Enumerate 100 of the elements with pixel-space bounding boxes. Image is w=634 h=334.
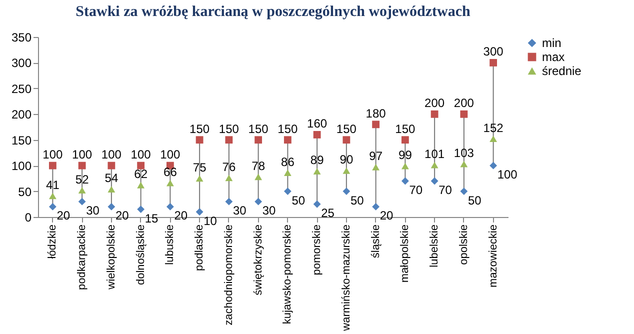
- data-label: 20: [115, 208, 130, 223]
- x-tick-label: śląskie: [370, 224, 382, 258]
- point: [284, 136, 292, 144]
- data-label: 150: [395, 122, 416, 136]
- point: [342, 168, 350, 174]
- point: [254, 136, 262, 144]
- data-label: 90: [340, 152, 354, 167]
- data-label: 152: [483, 120, 504, 135]
- data-label: 150: [218, 122, 240, 136]
- legend-label: średnie: [542, 64, 582, 78]
- data-label: 62: [134, 167, 148, 182]
- data-label: 15: [144, 211, 158, 226]
- point: [78, 187, 86, 194]
- point: [48, 192, 56, 200]
- x-tick-label: dolnośląskie: [134, 224, 147, 286]
- x-tick-label: pomorskie: [311, 224, 324, 276]
- data-label: 99: [398, 148, 412, 162]
- data-label: 50: [350, 193, 364, 208]
- x-tick-label: małopolskie: [399, 224, 412, 283]
- point: [430, 110, 438, 118]
- data-label: 86: [281, 154, 295, 169]
- y-tick-label: 350: [11, 30, 32, 44]
- data-label: 100: [497, 168, 518, 182]
- y-tick-label: 100: [11, 159, 32, 174]
- data-label: 200: [454, 96, 474, 110]
- point: [137, 162, 145, 170]
- data-label: 101: [424, 147, 445, 162]
- point: [342, 188, 350, 195]
- data-label: 52: [75, 172, 90, 186]
- point: [48, 162, 56, 170]
- chart-title: Stawki za wróżbę karcianą w poszczególnych województwach: [76, 4, 471, 20]
- data-label: 300: [483, 44, 504, 59]
- x-tick-label: zachodniopomorskie: [222, 224, 235, 326]
- data-label: 150: [278, 122, 298, 136]
- data-label: 78: [252, 158, 266, 173]
- x-tick-label: świętokrzyskie: [252, 224, 264, 296]
- data-label: 75: [192, 160, 207, 174]
- data-label: 103: [454, 146, 474, 160]
- x-tick-label: lubelskie: [428, 224, 441, 268]
- point: [254, 198, 262, 206]
- data-label: 50: [292, 193, 306, 208]
- x-tick-label: podlaskie: [194, 224, 206, 271]
- y-tick-label: 300: [11, 56, 32, 70]
- data-label: 180: [366, 106, 386, 120]
- y-tick-label: 250: [11, 82, 32, 96]
- point: [401, 177, 409, 185]
- point: [430, 162, 438, 168]
- data-label: 200: [424, 96, 445, 110]
- data-label: 100: [42, 148, 64, 162]
- data-label: 10: [204, 214, 218, 228]
- data-label: 66: [164, 165, 178, 180]
- point: [401, 162, 409, 170]
- point: [225, 198, 233, 206]
- x-tick-label: warmińsko-mazurskie: [340, 224, 352, 332]
- data-label: 20: [380, 208, 394, 223]
- point: [225, 136, 233, 144]
- x-tick-label: kujawsko-pomorskie: [282, 224, 294, 324]
- data-label: 97: [369, 149, 383, 164]
- data-label: 100: [130, 148, 152, 162]
- data-label: 50: [468, 193, 482, 208]
- point: [460, 188, 468, 195]
- data-label: 89: [310, 153, 324, 168]
- data-label: 150: [336, 122, 357, 136]
- point: [137, 206, 145, 213]
- point: [225, 174, 233, 182]
- point: [284, 188, 292, 195]
- data-label: 150: [248, 122, 269, 136]
- point: [196, 136, 204, 144]
- data-label: 160: [307, 116, 328, 131]
- point: [490, 162, 498, 170]
- point: [108, 203, 116, 210]
- point: [284, 170, 292, 176]
- data-label: 100: [72, 148, 92, 162]
- y-tick-label: 0: [24, 210, 32, 224]
- point: [490, 59, 498, 66]
- point: [166, 203, 174, 210]
- y-tick-label: 200: [11, 108, 32, 122]
- point: [401, 136, 409, 144]
- data-label: 25: [321, 206, 335, 220]
- point: [196, 175, 204, 182]
- data-label: 100: [160, 148, 181, 162]
- data-label: 100: [101, 148, 122, 162]
- point: [166, 180, 174, 186]
- x-tick-label: łódzkie: [46, 224, 59, 259]
- data-label: 41: [46, 178, 60, 192]
- data-label: 150: [190, 122, 210, 136]
- data-label: 20: [56, 208, 70, 223]
- x-tick-label: lubuskie: [164, 224, 176, 265]
- x-tick-label: opolskie: [458, 224, 470, 265]
- data-label: 20: [174, 208, 188, 223]
- point: [460, 160, 468, 168]
- data-label: 70: [438, 183, 452, 197]
- point: [108, 186, 116, 192]
- point: [372, 164, 380, 170]
- point: [196, 208, 204, 216]
- point: [137, 182, 145, 188]
- point: [460, 110, 468, 118]
- legend-label: min: [542, 36, 562, 50]
- legend-label: max: [542, 50, 565, 64]
- data-label: 30: [86, 204, 100, 218]
